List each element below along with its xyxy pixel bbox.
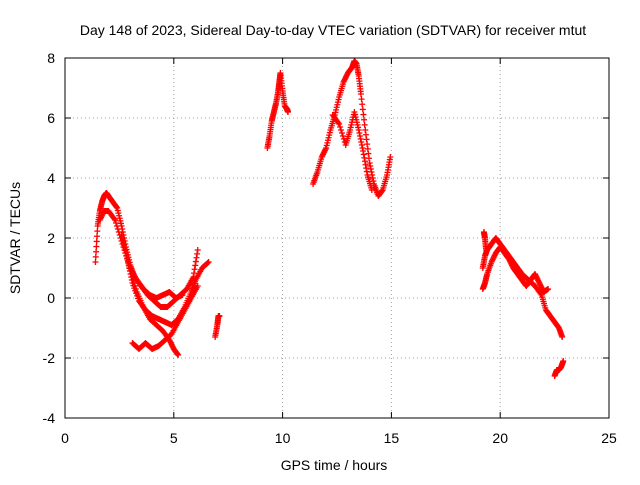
series-pass-mid-3 xyxy=(329,109,375,193)
y-tick-label: 4 xyxy=(47,170,55,186)
series-pass-mid-1 xyxy=(264,70,292,151)
series-pass-mid-2 xyxy=(310,58,394,199)
y-tick-label: 0 xyxy=(47,290,55,306)
x-tick-label: 25 xyxy=(601,430,617,446)
data-point xyxy=(115,229,122,235)
data-point xyxy=(336,121,343,127)
y-tick-label: 6 xyxy=(47,110,55,126)
x-tick-label: 15 xyxy=(384,430,400,446)
data-point xyxy=(387,154,394,160)
series-pass-late-1 xyxy=(479,235,566,340)
data-point xyxy=(112,220,119,226)
y-tick-label: 8 xyxy=(47,50,55,66)
data-point xyxy=(93,243,100,250)
data-point xyxy=(560,358,567,364)
x-axis-label: GPS time / hours xyxy=(281,457,388,473)
data-point xyxy=(360,111,367,118)
data-point xyxy=(205,259,212,265)
data-point xyxy=(357,91,364,97)
y-tick-label: -4 xyxy=(43,410,56,426)
data-points xyxy=(92,58,567,379)
series-pass-late-2 xyxy=(479,244,552,295)
y-tick-label: 2 xyxy=(47,230,55,246)
data-point xyxy=(179,292,186,298)
x-tick-label: 0 xyxy=(61,430,69,446)
data-point xyxy=(194,247,201,253)
data-point xyxy=(113,223,120,229)
y-axis-label: SDTVAR / TECUs xyxy=(7,182,23,294)
data-point xyxy=(175,352,182,358)
x-tick-label: 5 xyxy=(170,430,178,446)
data-point xyxy=(559,334,566,340)
data-point xyxy=(483,247,490,253)
x-tick-label: 20 xyxy=(492,430,508,446)
chart-title: Day 148 of 2023, Sidereal Day-to-day VTE… xyxy=(80,22,586,38)
data-point xyxy=(285,109,292,115)
data-point xyxy=(361,116,368,123)
data-point xyxy=(112,217,119,223)
data-point xyxy=(93,238,100,245)
series-pass-early-5 xyxy=(127,265,186,301)
data-point xyxy=(368,187,375,193)
data-point xyxy=(338,127,345,133)
data-point xyxy=(335,119,342,126)
data-point xyxy=(194,283,201,289)
data-point xyxy=(545,286,552,292)
data-point xyxy=(132,286,139,292)
data-point xyxy=(361,121,368,128)
series-pass-early-6 xyxy=(212,313,223,340)
data-point xyxy=(204,259,211,266)
y-tick-label: -2 xyxy=(43,350,56,366)
data-point xyxy=(339,133,346,139)
data-point xyxy=(358,96,365,103)
data-point xyxy=(359,106,366,113)
series-pass-early-4 xyxy=(129,283,201,352)
data-point xyxy=(94,233,101,240)
data-point xyxy=(216,313,223,319)
axis-ticks: 0 5 10 15 20 25 -4 -2 0 2 4 6 8 xyxy=(43,50,617,446)
data-point xyxy=(359,101,366,108)
data-point xyxy=(114,226,121,232)
data-point xyxy=(338,130,345,136)
data-point xyxy=(93,248,100,255)
plot-frame xyxy=(64,57,610,419)
data-point xyxy=(131,283,138,289)
data-point xyxy=(92,253,99,260)
x-tick-label: 10 xyxy=(275,430,291,446)
data-point xyxy=(337,124,344,130)
data-point xyxy=(94,228,101,235)
data-point xyxy=(111,215,118,222)
series-pass-late-4 xyxy=(551,358,567,379)
series-pass-late-3 xyxy=(480,229,490,253)
data-point xyxy=(92,259,99,265)
